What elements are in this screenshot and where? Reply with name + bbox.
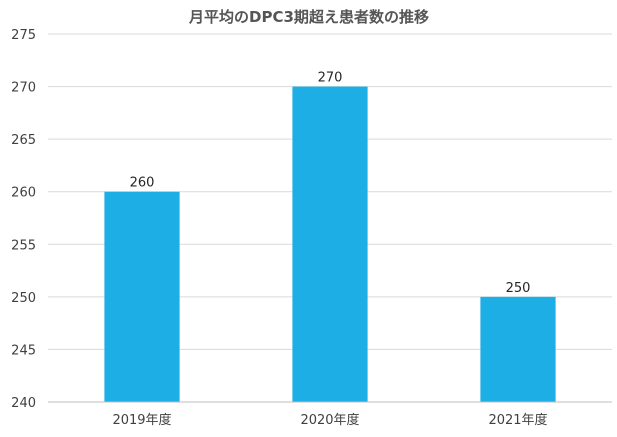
- y-tick-label: 240: [11, 396, 36, 411]
- data-label: 250: [506, 281, 531, 296]
- bar: [292, 86, 368, 403]
- bars: [104, 86, 556, 403]
- y-tick-label: 245: [11, 343, 36, 358]
- x-tick-label: 2021年度: [488, 412, 547, 428]
- y-tick-label: 270: [11, 81, 36, 96]
- y-tick-label: 250: [11, 291, 36, 306]
- x-axis-ticks: 2019年度 2020年度 2021年度: [112, 412, 547, 428]
- y-tick-label: 255: [11, 238, 36, 253]
- data-label: 260: [130, 176, 155, 191]
- bar: [480, 296, 556, 402]
- y-tick-label: 260: [11, 186, 36, 201]
- x-tick-label: 2019年度: [112, 412, 171, 428]
- y-tick-label: 275: [11, 28, 36, 43]
- data-label: 270: [318, 71, 343, 86]
- chart-title: 月平均のDPC3期超え患者数の推移: [188, 8, 429, 26]
- y-tick-label: 265: [11, 133, 36, 148]
- x-tick-label: 2020年度: [300, 412, 359, 428]
- bar: [104, 191, 180, 402]
- y-axis-ticks: 240 245 250 255 260 265 270 275: [11, 28, 36, 411]
- data-labels: 260 270 250: [130, 71, 531, 296]
